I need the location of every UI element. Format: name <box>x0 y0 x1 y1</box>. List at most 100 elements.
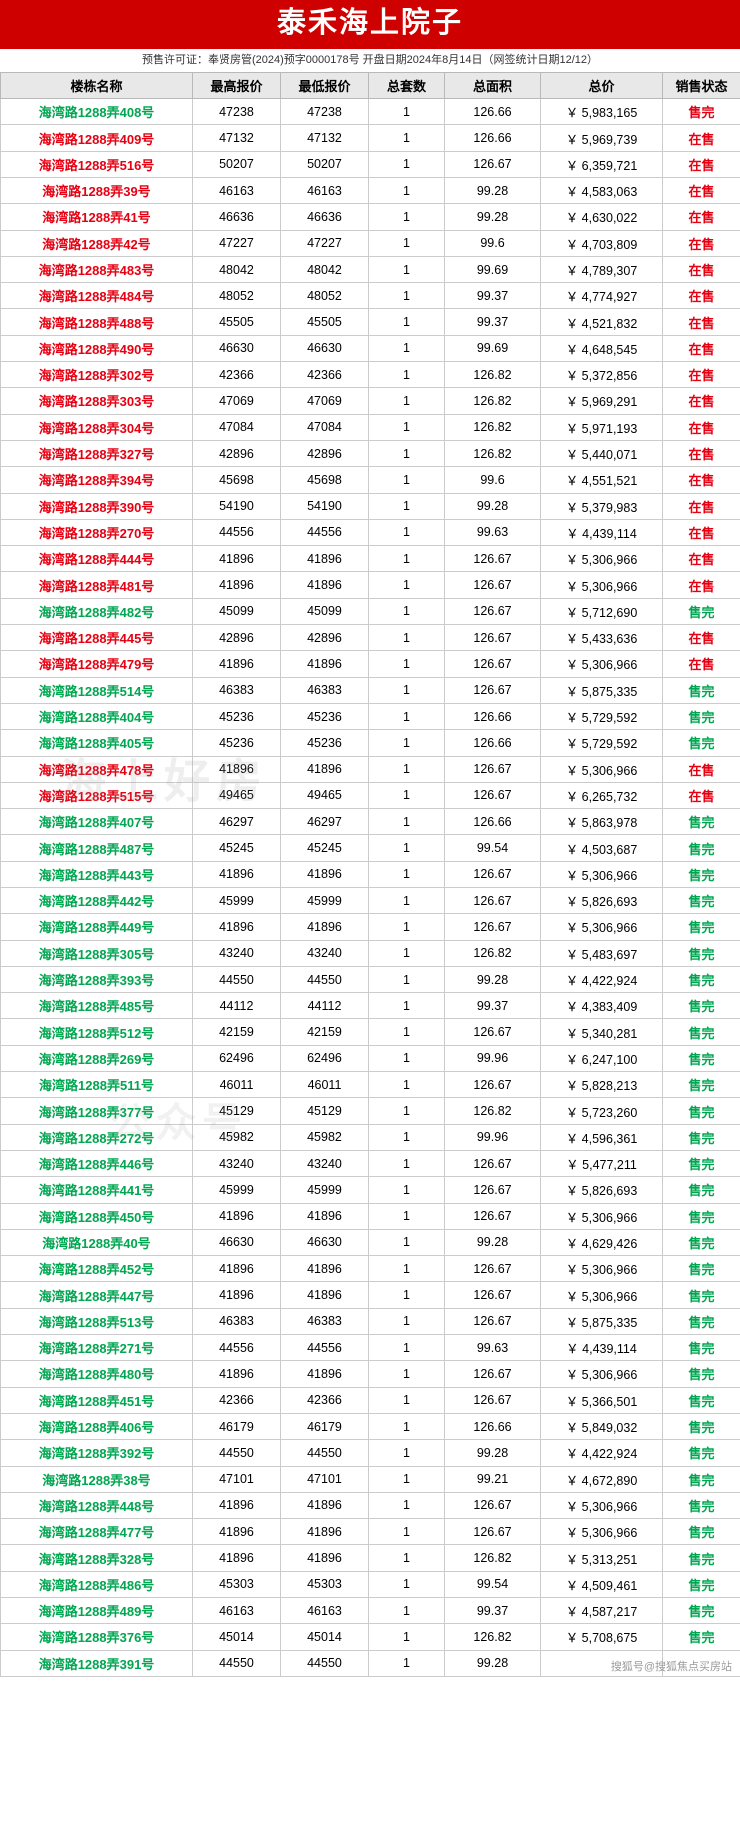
cell-low-price: 46297 <box>280 808 369 836</box>
cell-low-price: 42896 <box>280 439 369 468</box>
cell-low-price: 45303 <box>280 1570 369 1599</box>
cell-high-price: 46636 <box>192 203 281 231</box>
cell-total-price: ￥ 4,774,927 <box>540 282 663 310</box>
cell-total-price: ￥ 5,826,693 <box>540 886 663 915</box>
cell-total-price: ￥ 5,306,966 <box>540 913 663 941</box>
cell-low-price: 48042 <box>280 255 369 284</box>
cell-low-price: 41896 <box>280 755 369 783</box>
cell-building-name: 海湾路1288弄487号 <box>0 834 193 862</box>
cell-unit-count: 1 <box>368 781 445 810</box>
cell-unit-count: 1 <box>368 992 445 1020</box>
cell-building-name: 海湾路1288弄302号 <box>0 361 193 389</box>
cell-total-price: ￥ 5,969,291 <box>540 387 663 415</box>
cell-sales-status: 售完 <box>662 1018 740 1046</box>
cell-total-area: 99.37 <box>444 308 541 336</box>
cell-low-price: 46163 <box>280 176 369 205</box>
cell-total-price: ￥ 4,583,063 <box>540 176 663 205</box>
cell-low-price: 41896 <box>280 1360 369 1388</box>
cell-total-price: ￥ 5,306,966 <box>540 1491 663 1520</box>
cell-total-area: 99.6 <box>444 229 541 257</box>
cell-unit-count: 1 <box>368 755 445 783</box>
cell-total-area: 99.21 <box>444 1465 541 1493</box>
cell-unit-count: 1 <box>368 886 445 915</box>
cell-high-price: 45129 <box>192 1097 281 1125</box>
cell-total-price: ￥ 5,306,966 <box>540 1281 663 1309</box>
cell-high-price: 42896 <box>192 624 281 652</box>
table-row: 海湾路1288弄452号 41896 41896 1 126.67 ￥ 5,306,966… <box>0 1255 740 1283</box>
cell-total-area: 126.82 <box>444 939 541 967</box>
cell-building-name: 海湾路1288弄452号 <box>0 1255 193 1283</box>
cell-total-price: ￥ 5,306,966 <box>540 1255 663 1283</box>
table-row: 海湾路1288弄485号 44112 44112 1 99.37 ￥ 4,383,409 售… <box>0 992 740 1020</box>
cell-total-price: ￥ 5,969,739 <box>540 124 663 152</box>
cell-low-price: 41896 <box>280 1491 369 1520</box>
table-row: 海湾路1288弄487号 45245 45245 1 99.54 ￥ 4,503,687 售… <box>0 834 740 862</box>
cell-low-price: 42159 <box>280 1018 369 1046</box>
cell-total-price: ￥ 4,703,809 <box>540 229 663 257</box>
cell-unit-count: 1 <box>368 1097 445 1125</box>
cell-building-name: 海湾路1288弄450号 <box>0 1202 193 1230</box>
cell-building-name: 海湾路1288弄446号 <box>0 1149 193 1178</box>
table-row: 海湾路1288弄447号 41896 41896 1 126.67 ￥ 5,306,966… <box>0 1281 740 1309</box>
cell-building-name: 海湾路1288弄38号 <box>0 1465 193 1493</box>
cell-unit-count: 1 <box>368 492 445 520</box>
cell-total-price: ￥ 4,422,924 <box>540 1439 663 1467</box>
cell-sales-status: 售完 <box>662 992 740 1020</box>
cell-total-area: 126.67 <box>444 597 541 626</box>
table-row: 海湾路1288弄489号 46163 46163 1 99.37 ￥ 4,587,217 售… <box>0 1596 740 1625</box>
cell-unit-count: 1 <box>368 571 445 599</box>
cell-sales-status: 售完 <box>662 98 740 126</box>
cell-total-area: 126.82 <box>444 413 541 441</box>
cell-low-price: 46179 <box>280 1412 369 1441</box>
cell-total-price: ￥ 6,247,100 <box>540 1044 663 1073</box>
cell-total-price: ￥ 5,306,966 <box>540 1360 663 1388</box>
cell-total-area: 126.67 <box>444 1281 541 1309</box>
cell-high-price: 45236 <box>192 702 281 731</box>
table-row: 海湾路1288弄483号 48042 48042 1 99.69 ￥ 4,789,307 在… <box>0 255 740 284</box>
cell-low-price: 43240 <box>280 1149 369 1178</box>
cell-sales-status: 售完 <box>662 965 740 994</box>
cell-low-price: 43240 <box>280 939 369 967</box>
cell-low-price: 46383 <box>280 676 369 704</box>
cell-high-price: 47132 <box>192 124 281 152</box>
cell-low-price: 45999 <box>280 1176 369 1204</box>
cell-building-name: 海湾路1288弄444号 <box>0 545 193 573</box>
cell-building-name: 海湾路1288弄391号 <box>0 1649 193 1677</box>
cell-sales-status: 售完 <box>662 1123 740 1151</box>
cell-sales-status: 在售 <box>662 282 740 310</box>
cell-low-price: 41896 <box>280 1255 369 1283</box>
cell-high-price: 41896 <box>192 1360 281 1388</box>
cell-high-price: 62496 <box>192 1044 281 1073</box>
cell-total-price: ￥ 5,875,335 <box>540 676 663 704</box>
cell-total-price: ￥ 6,265,732 <box>540 781 663 810</box>
cell-sales-status: 售完 <box>662 1255 740 1283</box>
table-row: 海湾路1288弄377号 45129 45129 1 126.82 ￥ 5,723,260… <box>0 1097 740 1125</box>
cell-total-area: 99.69 <box>444 334 541 363</box>
table-row: 海湾路1288弄442号 45999 45999 1 126.67 ￥ 5,826,693… <box>0 886 740 915</box>
footer-watermark: 搜狐号@搜狐焦点买房站 <box>610 1660 732 1673</box>
table-row: 海湾路1288弄42号 47227 47227 1 99.6 ￥ 4,703,809 在售 <box>0 229 740 257</box>
cell-building-name: 海湾路1288弄409号 <box>0 124 193 152</box>
table-row: 海湾路1288弄304号 47084 47084 1 126.82 ￥ 5,971,193… <box>0 413 740 441</box>
cell-sales-status: 售完 <box>662 860 740 888</box>
cell-low-price: 41896 <box>280 650 369 678</box>
cell-high-price: 42896 <box>192 439 281 468</box>
table-row: 海湾路1288弄376号 45014 45014 1 126.82 ￥ 5,708,675… <box>0 1623 740 1651</box>
table-row: 海湾路1288弄270号 44556 44556 1 99.63 ￥ 4,439,114 在… <box>0 518 740 547</box>
cell-total-price: ￥ 4,509,461 <box>540 1570 663 1599</box>
cell-sales-status: 在售 <box>662 308 740 336</box>
cell-total-area: 126.82 <box>444 1097 541 1125</box>
cell-total-area: 126.67 <box>444 150 541 178</box>
cell-high-price: 44550 <box>192 1649 281 1677</box>
cell-sales-status: 售完 <box>662 729 740 757</box>
cell-unit-count: 1 <box>368 808 445 836</box>
cell-building-name: 海湾路1288弄516号 <box>0 150 193 178</box>
cell-building-name: 海湾路1288弄392号 <box>0 1439 193 1467</box>
cell-low-price: 41896 <box>280 860 369 888</box>
cell-high-price: 43240 <box>192 1149 281 1178</box>
table-row: 海湾路1288弄409号 47132 47132 1 126.66 ￥ 5,969,739… <box>0 124 740 152</box>
table-row: 海湾路1288弄515号 49465 49465 1 126.67 ￥ 6,265,732… <box>0 781 740 810</box>
cell-sales-status: 在售 <box>662 781 740 810</box>
cell-unit-count: 1 <box>368 1071 445 1099</box>
cell-total-price: ￥ 5,708,675 <box>540 1623 663 1651</box>
